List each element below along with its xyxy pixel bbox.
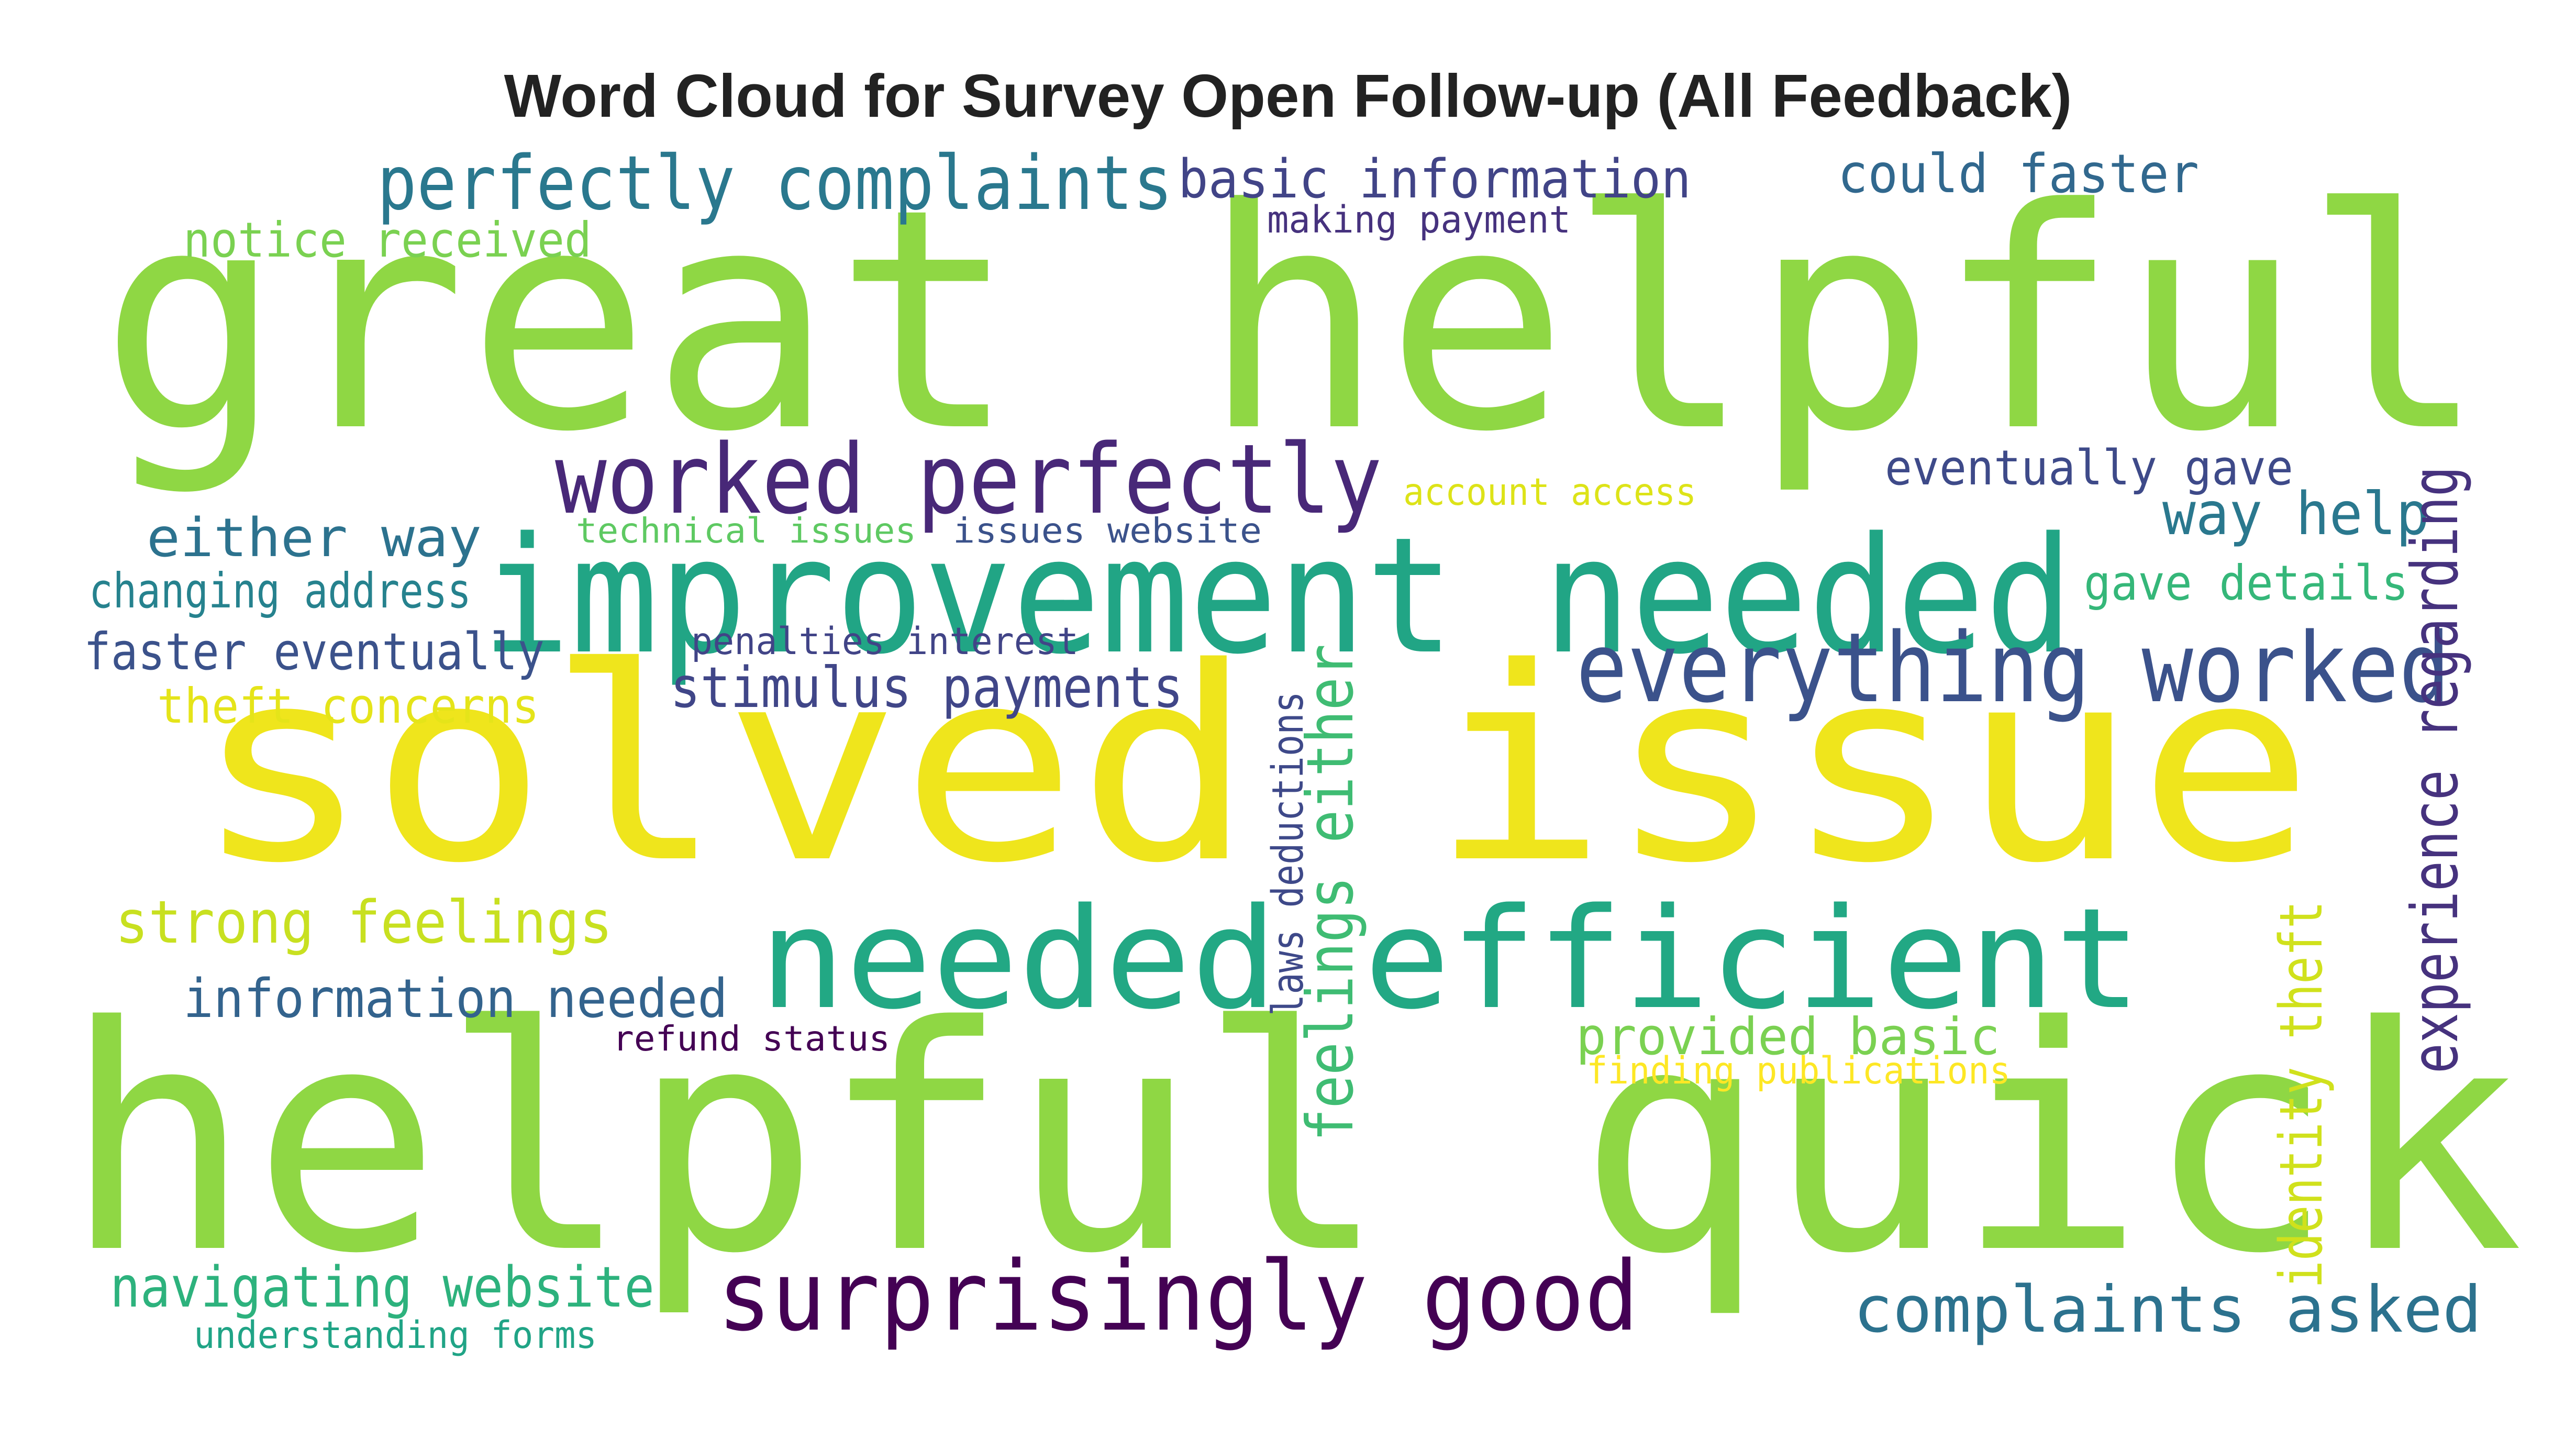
- word-notice-received: notice received: [183, 216, 592, 264]
- word-perfectly-complaints: perfectly complaints: [377, 146, 1173, 221]
- word-either-way: either way: [147, 512, 482, 565]
- word-issues-website: issues website: [953, 513, 1262, 548]
- word-penalties-interest: penalties interest: [691, 623, 1079, 660]
- word-complaints-asked: complaints asked: [1853, 1278, 2482, 1342]
- word-identity-theft: identity theft: [2272, 901, 2331, 1288]
- word-theft-concerns: theft concerns: [157, 682, 539, 731]
- word-could-faster: could faster: [1838, 148, 2199, 201]
- word-stimulus-payments: stimulus payments: [670, 660, 1183, 716]
- word-experience-regarding: experience regarding: [2403, 466, 2467, 1074]
- word-understanding-forms: understanding forms: [194, 1317, 597, 1354]
- word-gave-details: gave details: [2084, 559, 2408, 607]
- word-faster-eventually: faster eventually: [84, 627, 545, 678]
- word-refund-status: refund status: [613, 1021, 890, 1056]
- word-everything-worked: everything worked: [1576, 621, 2450, 717]
- word-making-payment: making payment: [1267, 201, 1571, 238]
- word-surprisingly-good: surprisingly good: [717, 1249, 1639, 1345]
- word-finding-publications: finding publications: [1586, 1052, 2011, 1089]
- word-laws-deductions: laws deductions: [1267, 691, 1310, 1016]
- word-way-help: way help: [2162, 485, 2429, 544]
- word-technical-issues: technical issues: [576, 513, 916, 548]
- word-account-access: account access: [1403, 473, 1696, 511]
- chart-title: Word Cloud for Survey Open Follow-up (Al…: [0, 65, 2576, 126]
- word-changing-address: changing address: [89, 567, 471, 615]
- word-navigating-website: navigating website: [110, 1260, 654, 1316]
- word-strong-feelings: strong feelings: [115, 893, 613, 952]
